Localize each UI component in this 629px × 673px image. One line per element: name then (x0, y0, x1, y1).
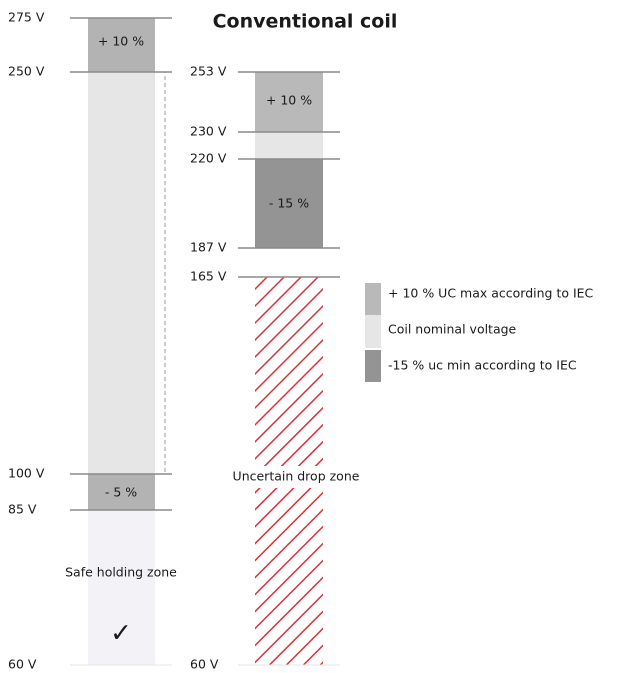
level-label: 253 V (190, 64, 227, 79)
segment-label: + 10 % (266, 93, 312, 108)
legend-label: Coil nominal voltage (388, 322, 517, 337)
level-label: 220 V (190, 151, 227, 166)
level-label: 187 V (190, 240, 227, 255)
segment-label: + 10 % (98, 34, 144, 49)
segment-minus (255, 159, 323, 248)
check-mark: ✓ (110, 619, 132, 649)
segment-nominal (88, 72, 155, 474)
level-label: 275 V (8, 10, 45, 25)
level-label: 230 V (190, 124, 227, 139)
zone-label: Uncertain drop zone (233, 469, 360, 484)
zone-label: Safe holding zone (65, 565, 177, 580)
level-label: 165 V (190, 269, 227, 284)
segment-safe (88, 510, 155, 665)
legend-swatch (365, 315, 381, 348)
level-label: 85 V (8, 502, 37, 517)
segment-minus (88, 474, 155, 510)
legend-swatch (365, 283, 381, 315)
dashed-bracket (155, 71, 166, 475)
level-label: 60 V (190, 657, 219, 672)
level-label: 100 V (8, 466, 45, 481)
segment-label: - 5 % (105, 485, 137, 500)
title: Conventional coil (213, 11, 398, 33)
segment-nominal (255, 132, 323, 159)
segment-plus (88, 18, 155, 72)
legend-label: + 10 % UC max according to IEC (388, 286, 594, 301)
level-label: 250 V (8, 64, 45, 79)
level-label: 60 V (8, 657, 37, 672)
segment-plus (255, 72, 323, 132)
legend-label: -15 % uc min according to IEC (388, 358, 577, 373)
zone-label-bg (214, 466, 378, 488)
segment-label: - 15 % (269, 196, 309, 211)
legend-swatch (365, 350, 381, 382)
